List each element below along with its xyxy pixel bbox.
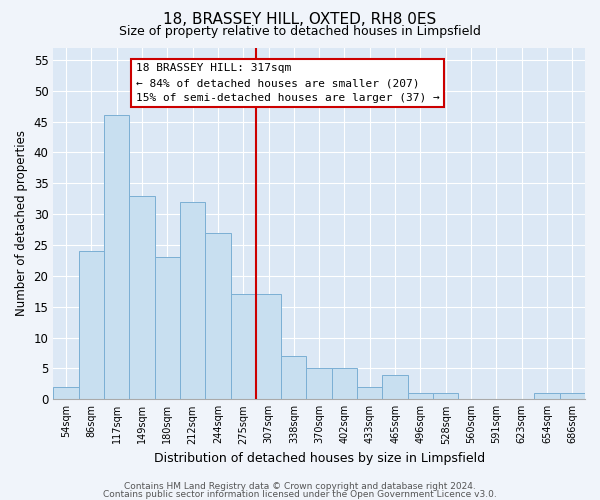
Text: Contains public sector information licensed under the Open Government Licence v3: Contains public sector information licen… — [103, 490, 497, 499]
Bar — [357, 387, 382, 400]
Bar — [155, 258, 180, 400]
Bar — [104, 116, 129, 400]
Bar — [79, 251, 104, 400]
Bar — [230, 294, 256, 400]
Bar — [53, 387, 79, 400]
Bar — [205, 232, 230, 400]
Bar — [307, 368, 332, 400]
Bar — [408, 393, 433, 400]
Bar — [535, 393, 560, 400]
Text: Size of property relative to detached houses in Limpsfield: Size of property relative to detached ho… — [119, 25, 481, 38]
Bar — [180, 202, 205, 400]
Text: Contains HM Land Registry data © Crown copyright and database right 2024.: Contains HM Land Registry data © Crown c… — [124, 482, 476, 491]
Bar — [129, 196, 155, 400]
Bar — [382, 374, 408, 400]
Bar — [560, 393, 585, 400]
Text: 18, BRASSEY HILL, OXTED, RH8 0ES: 18, BRASSEY HILL, OXTED, RH8 0ES — [163, 12, 437, 28]
Text: 18 BRASSEY HILL: 317sqm
← 84% of detached houses are smaller (207)
15% of semi-d: 18 BRASSEY HILL: 317sqm ← 84% of detache… — [136, 64, 439, 103]
Y-axis label: Number of detached properties: Number of detached properties — [15, 130, 28, 316]
Bar — [433, 393, 458, 400]
X-axis label: Distribution of detached houses by size in Limpsfield: Distribution of detached houses by size … — [154, 452, 485, 465]
Bar — [256, 294, 281, 400]
Bar — [281, 356, 307, 400]
Bar — [332, 368, 357, 400]
